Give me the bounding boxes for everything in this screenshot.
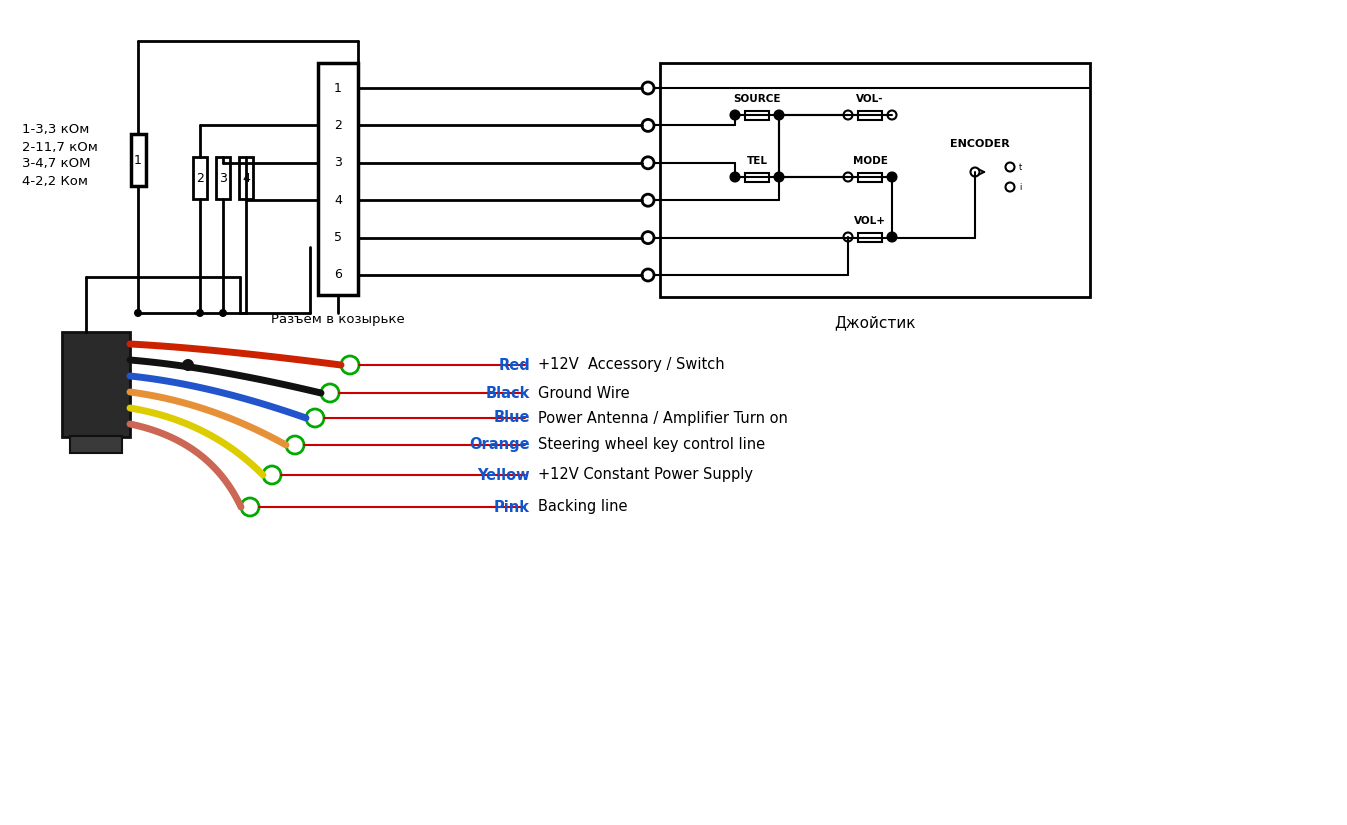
Text: MODE: MODE [853, 155, 888, 166]
Text: 3: 3 [220, 172, 226, 185]
Circle shape [643, 157, 655, 169]
Circle shape [843, 172, 853, 182]
Text: 2: 2 [334, 119, 342, 132]
Circle shape [643, 194, 655, 206]
Text: Red: Red [498, 357, 529, 373]
Text: SOURCE: SOURCE [733, 93, 781, 103]
Text: Black: Black [486, 385, 529, 400]
Bar [318, 63, 358, 295]
Bar [216, 157, 230, 199]
Text: 4: 4 [242, 172, 251, 185]
Circle shape [220, 309, 228, 317]
Text: i: i [1018, 182, 1021, 191]
Circle shape [775, 111, 784, 120]
Bar [131, 134, 145, 186]
Circle shape [643, 120, 655, 131]
Text: 6: 6 [334, 268, 342, 281]
Circle shape [731, 173, 740, 181]
Circle shape [888, 173, 896, 181]
Text: +12V  Accessory / Switch: +12V Accessory / Switch [537, 357, 725, 373]
Circle shape [341, 356, 360, 374]
Circle shape [775, 111, 783, 119]
Circle shape [306, 409, 325, 427]
Circle shape [241, 498, 259, 516]
Circle shape [197, 309, 203, 317]
Text: Джойстик: Джойстик [834, 315, 916, 330]
Bar [858, 233, 882, 242]
Text: 1: 1 [135, 153, 141, 167]
Circle shape [730, 172, 740, 182]
Text: 4-2,2 Ком: 4-2,2 Ком [22, 175, 88, 187]
Text: 5: 5 [334, 231, 342, 244]
Text: VOL-: VOL- [857, 93, 884, 103]
Text: 3-4,7 кОМ: 3-4,7 кОМ [22, 158, 90, 171]
Circle shape [182, 359, 194, 371]
Text: +12V Constant Power Supply: +12V Constant Power Supply [537, 468, 753, 483]
Circle shape [775, 173, 783, 181]
Circle shape [286, 436, 304, 454]
Text: Ground Wire: Ground Wire [537, 385, 629, 400]
Bar [745, 111, 769, 120]
Text: 4: 4 [334, 194, 342, 207]
Circle shape [321, 384, 339, 402]
Circle shape [970, 167, 979, 177]
Circle shape [843, 111, 853, 120]
Circle shape [730, 111, 740, 120]
Text: t: t [1018, 163, 1021, 172]
Text: ENCODER: ENCODER [950, 139, 1010, 149]
Text: 1: 1 [334, 82, 342, 95]
Bar [660, 63, 1090, 297]
Text: 2-11,7 кОм: 2-11,7 кОм [22, 140, 98, 153]
Bar [62, 332, 131, 437]
Circle shape [1005, 163, 1014, 172]
Bar [238, 157, 253, 199]
Circle shape [1005, 182, 1014, 191]
Bar [70, 436, 123, 453]
Bar [858, 172, 882, 182]
Circle shape [843, 233, 853, 242]
Circle shape [263, 466, 282, 484]
Text: 2: 2 [197, 172, 203, 185]
Text: 3: 3 [334, 156, 342, 169]
Text: 1-3,3 кОм: 1-3,3 кОм [22, 124, 89, 136]
Text: Backing line: Backing line [537, 499, 628, 515]
Bar [193, 157, 207, 199]
Text: Pink: Pink [494, 499, 529, 515]
Circle shape [775, 172, 784, 182]
Circle shape [643, 232, 655, 243]
Bar [858, 111, 882, 120]
Circle shape [133, 309, 141, 317]
Text: Power Antenna / Amplifier Turn on: Power Antenna / Amplifier Turn on [537, 411, 788, 426]
Circle shape [643, 269, 655, 281]
Text: Orange: Orange [469, 437, 529, 452]
Circle shape [643, 82, 655, 94]
Circle shape [888, 233, 897, 242]
Circle shape [731, 111, 740, 119]
Text: Разъем в козырьке: Разъем в козырьке [271, 313, 405, 326]
Text: Yellow: Yellow [477, 468, 529, 483]
Circle shape [888, 233, 896, 241]
Circle shape [888, 111, 897, 120]
Text: Blue: Blue [493, 411, 529, 426]
Circle shape [775, 173, 783, 181]
Circle shape [888, 172, 897, 182]
Text: VOL+: VOL+ [854, 215, 886, 225]
Text: TEL: TEL [746, 155, 768, 166]
Text: Steering wheel key control line: Steering wheel key control line [537, 437, 765, 452]
Bar [745, 172, 769, 182]
